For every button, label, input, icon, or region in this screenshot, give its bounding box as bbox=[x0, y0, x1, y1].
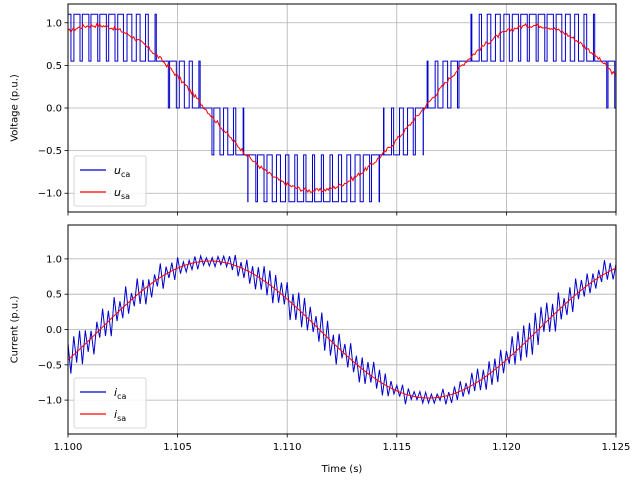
voltage-legend: uca usa bbox=[73, 155, 147, 207]
x-tick-label: 1.110 bbox=[273, 442, 302, 453]
series-line-i-ca bbox=[68, 253, 616, 406]
legend-box bbox=[73, 155, 147, 207]
y-tick-label: −0.5 bbox=[38, 146, 62, 157]
x-tick-label: 1.100 bbox=[54, 442, 83, 453]
y-tick-label: 1.0 bbox=[46, 254, 62, 265]
legend-entry: ica bbox=[114, 386, 126, 401]
time-x-axis-label: Time (s) bbox=[321, 464, 363, 475]
y-tick-label: 0.5 bbox=[46, 290, 62, 301]
legend-entry: isa bbox=[114, 408, 126, 423]
x-tick-label: 1.105 bbox=[163, 442, 192, 453]
series-line-u-sa bbox=[68, 22, 616, 193]
y-tick-label: −0.5 bbox=[38, 360, 62, 371]
y-tick-label: 0.0 bbox=[46, 325, 62, 336]
voltage-ticks: −1.0 −0.5 0.0 0.5 1.0 bbox=[38, 18, 617, 216]
legend-entry: uca bbox=[114, 164, 130, 179]
y-tick-label: 0.0 bbox=[46, 104, 62, 115]
y-tick-label: 1.0 bbox=[46, 18, 62, 29]
legend-box bbox=[73, 377, 147, 429]
voltage-subplot: −1.0 −0.5 0.0 0.5 1.0 Voltage (p.u.) uca usa bbox=[10, 3, 617, 216]
voltage-grid bbox=[67, 4, 617, 212]
y-tick-label: −1.0 bbox=[38, 396, 62, 407]
current-series bbox=[68, 253, 616, 406]
x-tick-label: 1.125 bbox=[602, 442, 631, 453]
x-tick-label: 1.120 bbox=[492, 442, 521, 453]
voltage-series bbox=[68, 13, 616, 203]
legend-entry: usa bbox=[114, 186, 130, 201]
current-ticks: 1.100 1.105 1.110 1.115 1.120 1.125 −1.0 −0.5 0.… bbox=[38, 254, 631, 453]
y-tick-label: −1.0 bbox=[38, 189, 62, 200]
voltage-y-axis-label: Voltage (p.u.) bbox=[10, 74, 21, 142]
current-y-axis-label: Current (p.u.) bbox=[10, 296, 21, 364]
series-line-i-sa bbox=[68, 260, 616, 399]
current-subplot: 1.100 1.105 1.110 1.115 1.120 1.125 −1.0 −0.5 0.… bbox=[10, 224, 631, 475]
x-tick-label: 1.115 bbox=[382, 442, 411, 453]
y-tick-label: 0.5 bbox=[46, 61, 62, 72]
series-line-u-ca bbox=[68, 13, 616, 203]
current-legend: ica isa bbox=[73, 377, 147, 429]
